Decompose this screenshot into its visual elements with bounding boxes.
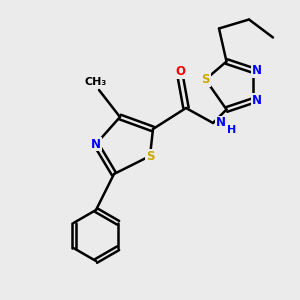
- Text: S: S: [146, 149, 154, 163]
- Text: N: N: [251, 64, 262, 77]
- Text: CH₃: CH₃: [85, 77, 107, 87]
- Text: S: S: [201, 73, 210, 86]
- Text: N: N: [251, 94, 262, 107]
- Text: O: O: [175, 65, 185, 78]
- Text: N: N: [91, 137, 101, 151]
- Text: H: H: [227, 124, 236, 135]
- Text: N: N: [215, 116, 226, 130]
